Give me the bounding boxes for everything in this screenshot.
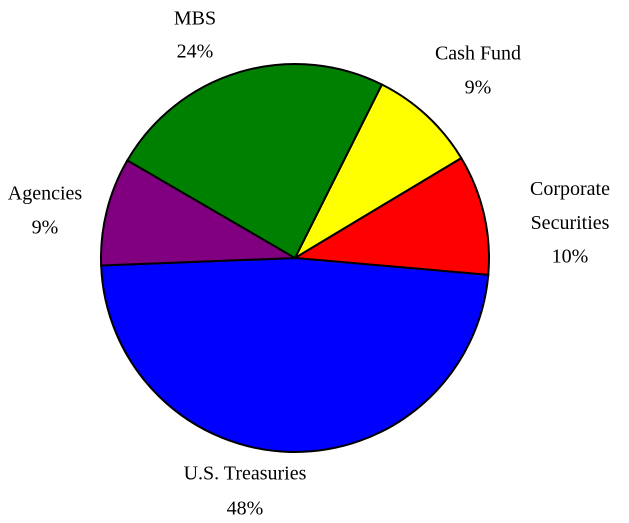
slice-value-label: 9% <box>32 217 59 239</box>
slice-label: Corporate Securities <box>530 178 610 234</box>
pie-slice <box>100 159 299 267</box>
pie-slice <box>291 156 490 276</box>
pie-slice <box>292 83 463 261</box>
slice-label: U.S. Treasuries <box>184 463 307 485</box>
slice-label: Agencies <box>8 183 83 205</box>
slice-value-label: 9% <box>465 77 492 99</box>
pie-slice <box>100 256 490 453</box>
slice-value-label: 48% <box>227 498 264 520</box>
slice-value-label: 24% <box>177 41 214 63</box>
label-line: Corporate <box>530 178 610 200</box>
label-line: Securities <box>531 212 610 234</box>
slice-value-label: 10% <box>552 246 589 268</box>
pie-slice <box>125 63 384 260</box>
slice-label: Cash Fund <box>435 43 521 65</box>
slice-label: MBS <box>174 8 216 30</box>
